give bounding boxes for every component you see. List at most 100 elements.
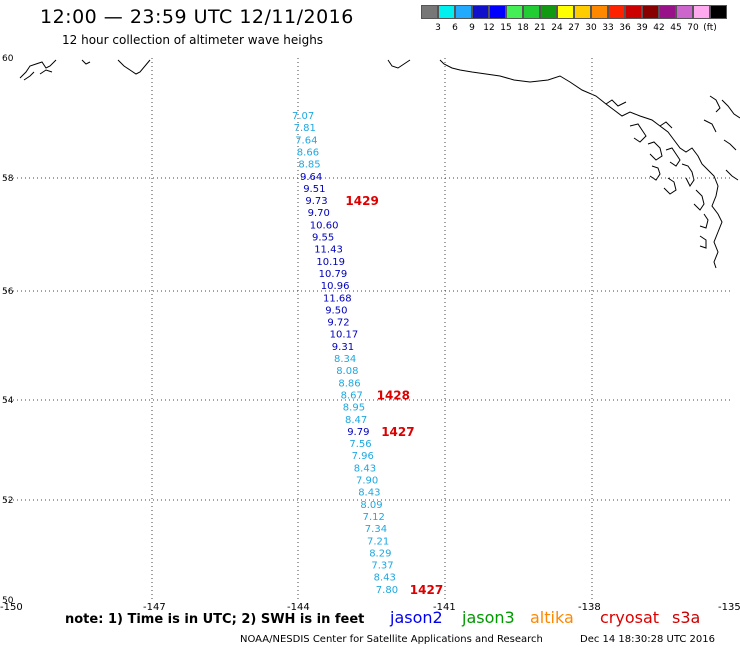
swh-value: 8.67 — [341, 390, 363, 401]
swh-value: 8.95 — [343, 403, 365, 414]
color-scale-label: 6 — [452, 23, 458, 33]
units-note: note: 1) Time is in UTC; 2) SWH is in fe… — [65, 612, 365, 627]
color-scale-label: 36 — [619, 23, 631, 33]
swh-value: 9.64 — [300, 172, 322, 183]
color-swatch — [455, 5, 472, 19]
swh-value: 9.70 — [308, 208, 330, 219]
color-scale-label: (ft) — [703, 23, 717, 33]
color-scale-swatches — [421, 5, 727, 19]
color-swatch — [642, 5, 659, 19]
color-scale-label: 3 — [435, 23, 441, 33]
generation-timestamp: Dec 14 18:30:28 UTC 2016 — [580, 634, 715, 645]
swh-value: 8.43 — [374, 573, 396, 584]
map-title: 12:00 — 23:59 UTC 12/11/2016 — [40, 6, 354, 28]
swh-value: 7.90 — [356, 476, 378, 487]
latitude-labels: 60 58 56 54 52 50 — [2, 54, 14, 606]
color-swatch — [608, 5, 625, 19]
swh-value: 7.37 — [371, 561, 393, 572]
color-scale-label: 45 — [670, 23, 682, 33]
color-swatch — [710, 5, 727, 19]
swh-value: 7.96 — [352, 451, 374, 462]
latitude-label: 56 — [2, 287, 14, 297]
swh-value: 8.85 — [298, 160, 320, 171]
legend-jason3: jason3 — [462, 608, 515, 627]
color-swatch — [557, 5, 574, 19]
swh-value: 10.96 — [321, 281, 350, 292]
altimeter-observations: 7.077.817.648.66 8.859.649.519.739.7010.6… — [292, 111, 398, 596]
color-swatch — [438, 5, 455, 19]
longitude-label: -150 — [0, 602, 23, 613]
swh-value: 8.66 — [297, 147, 319, 158]
swh-value: 9.55 — [312, 233, 334, 244]
legend-cryosat: cryosat — [600, 608, 660, 627]
swh-value: 8.09 — [360, 500, 382, 511]
color-scale-label: 33 — [602, 23, 614, 33]
color-scale-label: 70 — [687, 23, 699, 33]
color-swatch — [489, 5, 506, 19]
longitude-label: -144 — [287, 602, 310, 613]
color-swatch — [591, 5, 608, 19]
latitude-label: 54 — [2, 396, 14, 406]
color-scale-labels: 3 6 9 12 15 18 21 24 27 30 33 36 39 42 45 70 (ft) — [421, 23, 727, 35]
swh-value: 11.43 — [314, 245, 343, 256]
color-swatch — [540, 5, 557, 19]
longitude-label: -135 — [718, 602, 740, 613]
color-scale-label: 30 — [585, 23, 597, 33]
legend-s3a: s3a — [672, 608, 701, 627]
swh-value: 7.21 — [367, 536, 389, 547]
color-swatch — [625, 5, 642, 19]
legend-altika: altika — [530, 608, 574, 627]
color-scale-label: 18 — [517, 23, 529, 33]
swh-value: 9.31 — [332, 342, 354, 353]
swh-value: 7.64 — [295, 135, 317, 146]
color-swatch — [574, 5, 591, 19]
coastline-alaska — [19, 59, 740, 269]
latitude-label: 52 — [2, 496, 13, 506]
color-scale-label: 39 — [636, 23, 648, 33]
swh-value: 7.56 — [349, 439, 371, 450]
swh-value: 10.79 — [319, 269, 348, 280]
color-swatch — [506, 5, 523, 19]
color-scale-label: 12 — [483, 23, 495, 33]
swh-value: 8.08 — [336, 366, 358, 377]
swh-value: 9.50 — [325, 305, 347, 316]
pass-number: 1427 — [381, 425, 414, 439]
pass-number: 1427 — [410, 583, 443, 597]
color-scale-label: 9 — [469, 23, 475, 33]
swh-value: 8.43 — [358, 488, 380, 499]
swh-value: 8.34 — [334, 354, 356, 365]
longitude-label: -147 — [143, 602, 166, 613]
color-swatch — [421, 5, 438, 19]
swh-value: 7.07 — [292, 111, 314, 122]
color-swatch — [472, 5, 489, 19]
latitude-label: 58 — [2, 174, 14, 184]
color-swatch — [659, 5, 676, 19]
swh-value: 9.73 — [305, 196, 327, 207]
color-scale-label: 21 — [534, 23, 546, 33]
color-swatch — [523, 5, 540, 19]
longitude-label: -141 — [433, 602, 456, 613]
color-swatch — [693, 5, 710, 19]
color-scale-legend: 3 6 9 12 15 18 21 24 27 30 33 36 39 42 45 70 (ft) — [421, 5, 727, 35]
latitude-label: 60 — [2, 54, 14, 64]
color-scale-label: 42 — [653, 23, 665, 33]
pass-number-labels: 1429 1428 1427 1427 — [345, 194, 443, 597]
pass-number: 1428 — [377, 388, 410, 402]
map-subtitle: 12 hour collection of altimeter wave hei… — [62, 33, 324, 47]
swh-value: 7.81 — [294, 123, 316, 134]
swh-value: 10.60 — [310, 220, 339, 231]
swh-value: 8.47 — [345, 415, 367, 426]
swh-value: 8.29 — [369, 548, 391, 559]
swh-value: 7.80 — [376, 585, 398, 596]
swh-value: 9.72 — [327, 318, 349, 329]
swh-value: 9.51 — [303, 184, 325, 195]
color-scale-label: 15 — [500, 23, 512, 33]
longitude-label: -138 — [578, 602, 601, 613]
longitude-labels: -150 -147 -144 -141 -138 -135 — [0, 602, 740, 613]
swh-value: 7.34 — [365, 524, 387, 535]
color-scale-label: 27 — [568, 23, 580, 33]
legend-jason2: jason2 — [390, 608, 443, 627]
swh-value: 8.43 — [354, 463, 376, 474]
swh-value: 10.19 — [316, 257, 345, 268]
